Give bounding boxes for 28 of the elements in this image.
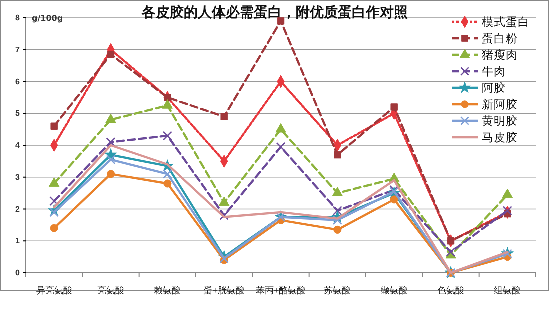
- y-tick-label: 3: [16, 172, 21, 182]
- legend-label: 新阿胶: [482, 98, 518, 112]
- y-tick-label: 4: [16, 141, 21, 150]
- x-tick-label: 赖氨酸: [154, 285, 182, 296]
- legend-label: 牛肉: [482, 64, 506, 78]
- legend-label: 马皮胶: [482, 130, 518, 144]
- y-tick-label: 5: [16, 109, 21, 118]
- x-tick-label: 亮氨酸: [98, 285, 124, 296]
- legend-label: 黄明胶: [482, 114, 518, 128]
- y-axis-title: g/100g: [32, 14, 64, 23]
- y-tick-label: 0: [16, 268, 21, 278]
- legend-label: 蛋白粉: [482, 32, 518, 46]
- x-tick-label: 异亮氨酸: [36, 285, 72, 296]
- x-tick-label: 苏氨酸: [324, 285, 352, 296]
- legend-label: 模式蛋白: [482, 15, 530, 29]
- x-tick-label: 缬氨酸: [380, 285, 408, 296]
- y-tick-label: 2: [16, 204, 21, 214]
- legend-label: 阿胶: [482, 81, 506, 95]
- y-tick-label: 7: [16, 45, 21, 54]
- x-tick-label: 色氨酸: [438, 285, 464, 296]
- y-tick-label: 6: [16, 77, 21, 86]
- y-tick-label: 1: [16, 236, 21, 246]
- legend-label: 猪瘦肉: [482, 48, 518, 62]
- x-tick-label: 组氨酸: [494, 285, 522, 296]
- x-tick-label: 苯丙+酪氨酸: [256, 285, 306, 296]
- x-tick-label: 蛋+胱氨酸: [204, 285, 245, 296]
- chart-title: 各皮胶的人体必需蛋白，附优质蛋白作对照: [141, 4, 408, 21]
- y-tick-label: 8: [16, 14, 21, 23]
